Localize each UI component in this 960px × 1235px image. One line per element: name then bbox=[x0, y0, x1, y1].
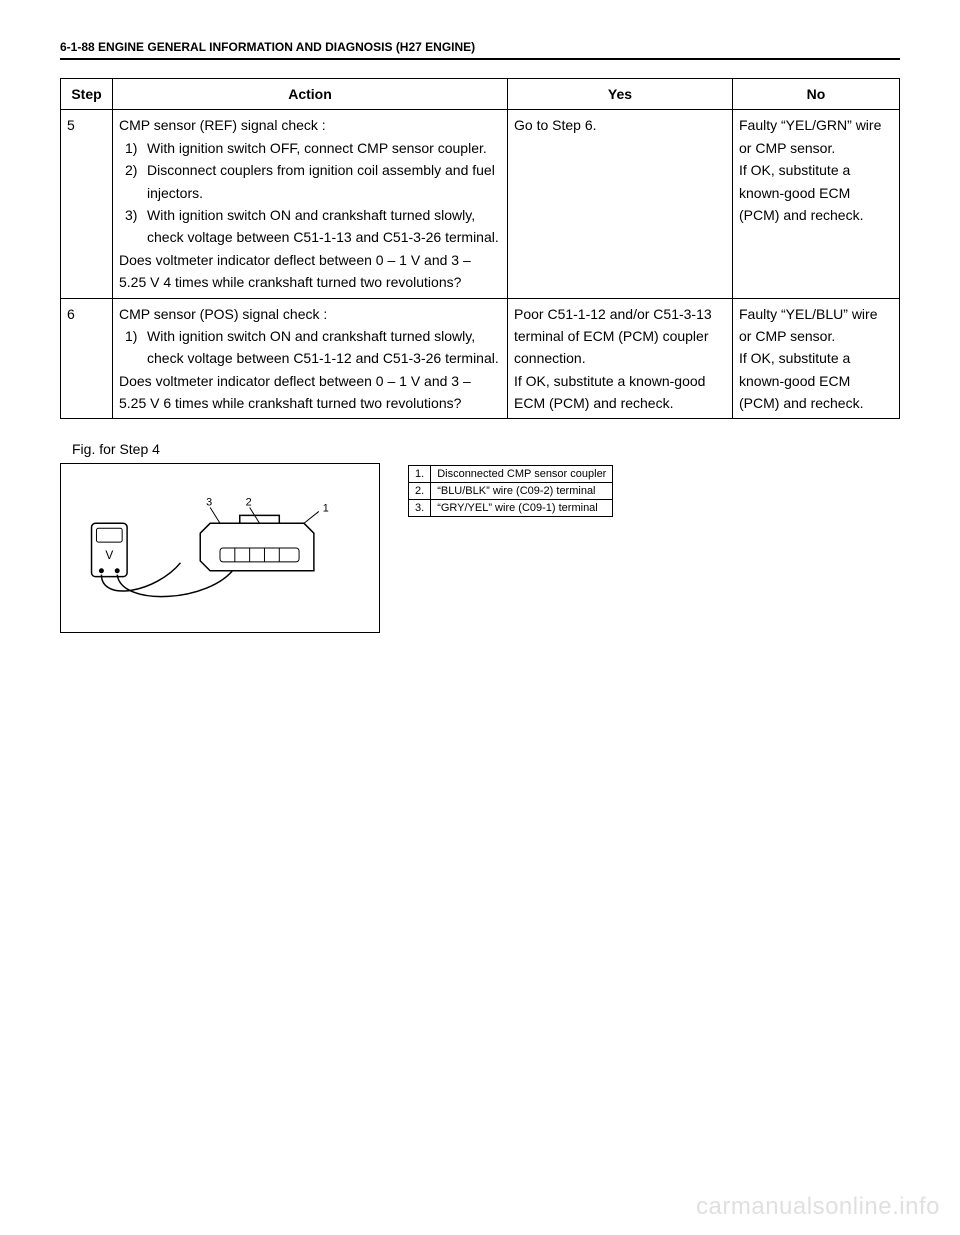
figure-legend: 1. Disconnected CMP sensor coupler 2. “B… bbox=[408, 465, 613, 517]
col-step: Step bbox=[61, 79, 113, 110]
multimeter-coupler-diagram: V 1 bbox=[61, 464, 379, 632]
legend-text: “GRY/YEL” wire (C09-1) terminal bbox=[431, 500, 613, 517]
action-item: 1)With ignition switch OFF, connect CMP … bbox=[119, 137, 501, 159]
legend-row: 1. Disconnected CMP sensor coupler bbox=[409, 466, 613, 483]
no-cell: Faulty “YEL/GRN” wire or CMP sensor. If … bbox=[733, 110, 900, 298]
action-cell: CMP sensor (POS) signal check : 1)With i… bbox=[113, 298, 508, 419]
legend-text: Disconnected CMP sensor coupler bbox=[431, 466, 613, 483]
action-tail: Does voltmeter indicator deflect between… bbox=[119, 249, 501, 294]
legend-num: 1. bbox=[409, 466, 431, 483]
diagnosis-table: Step Action Yes No 5 CMP sensor (REF) si… bbox=[60, 78, 900, 419]
action-cell: CMP sensor (REF) signal check : 1)With i… bbox=[113, 110, 508, 298]
action-item: 1)With ignition switch ON and crankshaft… bbox=[119, 325, 501, 370]
action-item: 3)With ignition switch ON and crankshaft… bbox=[119, 204, 501, 249]
watermark: carmanualsonline.info bbox=[696, 1193, 940, 1221]
col-no: No bbox=[733, 79, 900, 110]
legend-num: 3. bbox=[409, 500, 431, 517]
callout-2: 2 bbox=[246, 497, 252, 509]
col-yes: Yes bbox=[508, 79, 733, 110]
table-row: 5 CMP sensor (REF) signal check : 1)With… bbox=[61, 110, 900, 298]
legend-row: 3. “GRY/YEL” wire (C09-1) terminal bbox=[409, 500, 613, 517]
action-title: CMP sensor (REF) signal check : bbox=[119, 114, 501, 136]
table-row: 6 CMP sensor (POS) signal check : 1)With… bbox=[61, 298, 900, 419]
voltage-label: V bbox=[105, 548, 113, 562]
legend-num: 2. bbox=[409, 483, 431, 500]
step-cell: 6 bbox=[61, 298, 113, 419]
page-header: 6-1-88 ENGINE GENERAL INFORMATION AND DI… bbox=[60, 40, 900, 60]
legend-text: “BLU/BLK” wire (C09-2) terminal bbox=[431, 483, 613, 500]
yes-cell: Poor C51-1-12 and/or C51-3-13 terminal o… bbox=[508, 298, 733, 419]
figure-caption: Fig. for Step 4 bbox=[72, 441, 900, 457]
action-item: 2)Disconnect couplers from ignition coil… bbox=[119, 159, 501, 204]
figure-box: V 1 bbox=[60, 463, 380, 633]
action-tail: Does voltmeter indicator deflect between… bbox=[119, 370, 501, 415]
callout-3: 3 bbox=[206, 497, 212, 509]
legend-row: 2. “BLU/BLK” wire (C09-2) terminal bbox=[409, 483, 613, 500]
callout-1: 1 bbox=[323, 503, 329, 515]
action-title: CMP sensor (POS) signal check : bbox=[119, 303, 501, 325]
yes-cell: Go to Step 6. bbox=[508, 110, 733, 298]
col-action: Action bbox=[113, 79, 508, 110]
no-cell: Faulty “YEL/BLU” wire or CMP sensor. If … bbox=[733, 298, 900, 419]
step-cell: 5 bbox=[61, 110, 113, 298]
